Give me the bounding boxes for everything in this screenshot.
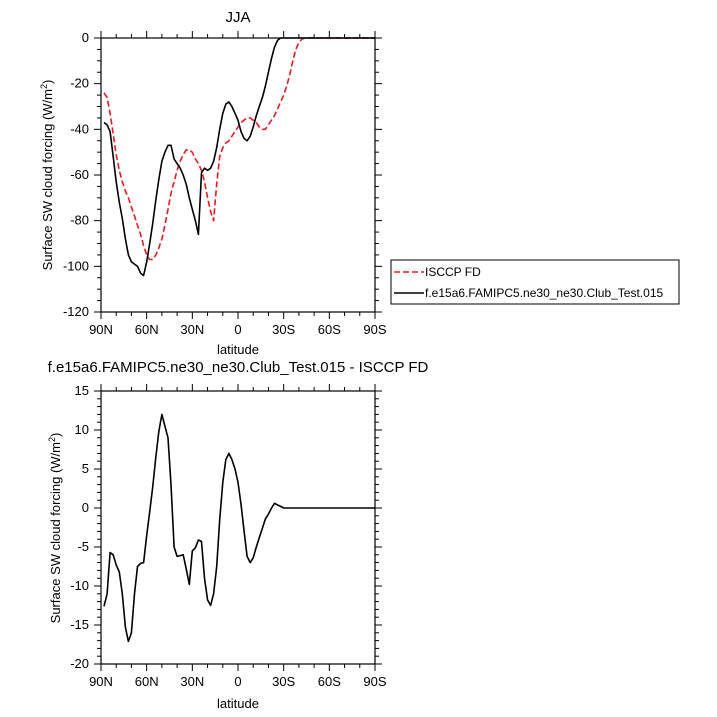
- bottom-chart-ytick-label: 10: [75, 422, 89, 437]
- top-chart-xtick-label: 90N: [89, 322, 113, 337]
- bottom-chart-xlabel: latitude: [217, 696, 259, 711]
- top-chart-ytick-label: 0: [82, 30, 89, 45]
- top-chart-xtick-label: 0: [234, 322, 241, 337]
- bottom-chart: f.e15a6.FAMIPC5.ne30_ne30.Club_Test.015 …: [47, 359, 429, 711]
- bottom-chart-xtick-label: 60S: [318, 674, 341, 689]
- top-chart-ytick-label: -60: [70, 167, 89, 182]
- top-chart-legend: ISCCP FD f.e15a6.FAMIPC5.ne30_ne30.Club_…: [390, 259, 680, 305]
- bottom-chart-ytick-label: -20: [70, 656, 89, 671]
- bottom-chart-axes: 90N 60N 30N 0 30S 60S 90S 15 10 5 0 -5 -10 -15 -20: [70, 383, 387, 689]
- top-chart-series-line-0: [103, 37, 375, 261]
- bottom-chart-ylabel-main: Surface SW cloud forcing (W/m: [48, 442, 63, 623]
- bottom-chart-xtick-label: 30N: [180, 674, 204, 689]
- bottom-chart-ytick-label: 5: [82, 461, 89, 476]
- top-chart-series-group: [103, 37, 375, 277]
- bottom-chart-title: f.e15a6.FAMIPC5.ne30_ne30.Club_Test.015 …: [48, 359, 429, 376]
- legend-box: [390, 259, 680, 305]
- top-chart-xtick-label: 90S: [363, 322, 386, 337]
- legend-label-model: f.e15a6.FAMIPC5.ne30_ne30.Club_Test.015: [425, 286, 663, 300]
- bottom-chart-ytick-label: 15: [75, 383, 89, 398]
- bottom-chart-ylabel: Surface SW cloud forcing (W/m2): [47, 433, 63, 624]
- top-chart-ytick-label: -20: [70, 76, 89, 91]
- bottom-chart-ylabel-sup: 2: [47, 437, 57, 442]
- top-chart-xtick-label: 60N: [135, 322, 159, 337]
- bottom-chart-ytick-label: -10: [70, 578, 89, 593]
- bottom-chart-xtick-label: 0: [234, 674, 241, 689]
- bottom-chart-ytick-label: -5: [77, 539, 89, 554]
- bottom-chart-ytick-label: 0: [82, 500, 89, 515]
- top-chart-ylabel-main: Surface SW cloud forcing (W/m: [40, 89, 55, 270]
- legend-label-isccp: ISCCP FD: [425, 265, 481, 279]
- top-chart-ytick-label: -100: [63, 258, 89, 273]
- top-chart-ylabel: Surface SW cloud forcing (W/m2): [39, 80, 55, 271]
- top-chart-xlabel: latitude: [217, 342, 259, 357]
- top-chart-series-line-1: [103, 37, 375, 277]
- top-chart: JJA 90N 60N 30N 0 30S 60S 90S 0 -20 -40 -60 -80 -100…: [39, 9, 387, 357]
- top-chart-ytick-label: -80: [70, 213, 89, 228]
- top-chart-xtick-label: 30S: [272, 322, 295, 337]
- top-chart-title: JJA: [225, 9, 250, 26]
- top-chart-ylabel-close: ): [40, 80, 55, 84]
- bottom-chart-series-line-0: [103, 413, 375, 643]
- bottom-chart-xtick-label: 30S: [272, 674, 295, 689]
- top-chart-ylabel-sup: 2: [39, 84, 49, 89]
- bottom-chart-series-group: [103, 413, 375, 643]
- bottom-chart-frame: [100, 390, 376, 665]
- top-chart-frame: [100, 37, 376, 313]
- bottom-chart-xtick-label: 60N: [135, 674, 159, 689]
- bottom-chart-xtick-label: 90S: [363, 674, 386, 689]
- top-chart-ytick-label: -40: [70, 121, 89, 136]
- bottom-chart-ylabel-close: ): [48, 433, 63, 437]
- top-chart-xtick-label: 60S: [318, 322, 341, 337]
- bottom-chart-ytick-label: -15: [70, 617, 89, 632]
- top-chart-ytick-label: -120: [63, 304, 89, 319]
- bottom-chart-xtick-label: 90N: [89, 674, 113, 689]
- top-chart-xtick-label: 30N: [180, 322, 204, 337]
- top-chart-axes: 90N 60N 30N 0 30S 60S 90S 0 -20 -40 -60 -80 -100 -120: [63, 30, 387, 337]
